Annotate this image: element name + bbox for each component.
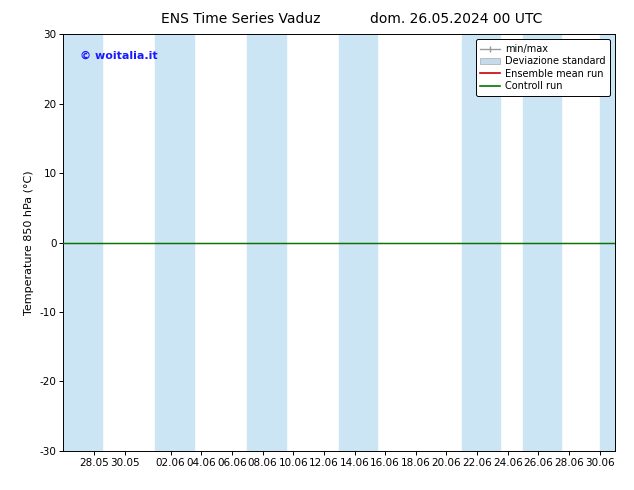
Bar	[339, 34, 377, 451]
Bar	[155, 34, 193, 451]
Text: © woitalia.it: © woitalia.it	[80, 51, 158, 61]
Y-axis label: Temperature 850 hPa (°C): Temperature 850 hPa (°C)	[24, 170, 34, 315]
Bar	[63, 34, 101, 451]
Bar	[247, 34, 285, 451]
Legend: min/max, Deviazione standard, Ensemble mean run, Controll run: min/max, Deviazione standard, Ensemble m…	[476, 39, 610, 96]
Bar	[523, 34, 561, 451]
Text: dom. 26.05.2024 00 UTC: dom. 26.05.2024 00 UTC	[370, 12, 543, 26]
Bar	[600, 34, 615, 451]
Bar	[462, 34, 500, 451]
Text: ENS Time Series Vaduz: ENS Time Series Vaduz	[161, 12, 321, 26]
